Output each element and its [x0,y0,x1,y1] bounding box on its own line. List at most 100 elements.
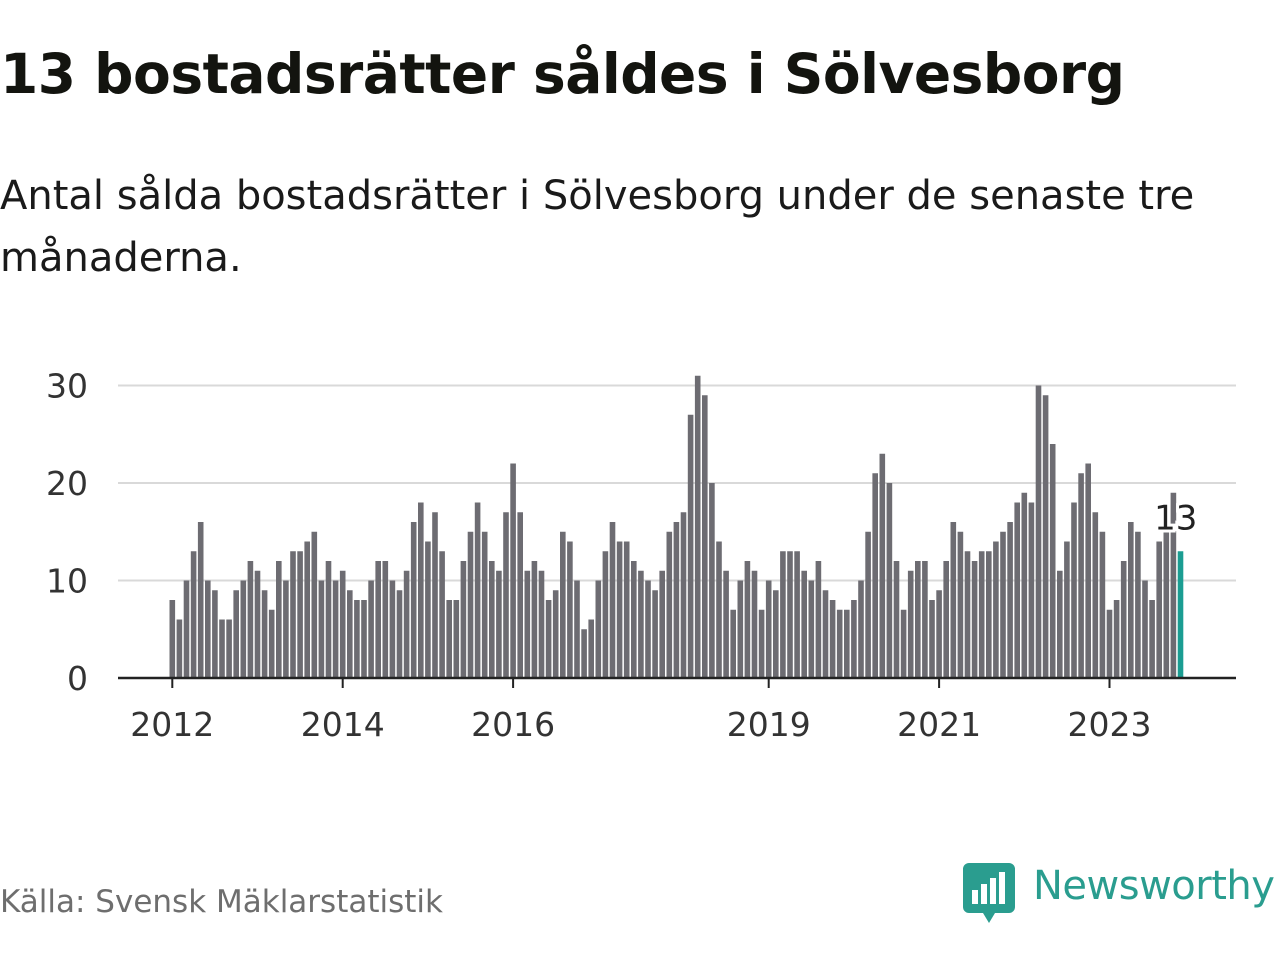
bar [765,580,772,678]
bar [588,619,594,678]
x-tick-label: 2016 [471,705,555,744]
bar [957,531,964,678]
bar [524,570,531,678]
bar [503,512,509,678]
bar [659,570,665,678]
bar [190,551,197,678]
bar [1071,502,1077,678]
bar [560,531,566,678]
y-tick-label: 30 [46,367,88,406]
bar [446,600,452,678]
bar [1120,561,1127,678]
bar [1021,492,1028,678]
bar [929,600,935,678]
bar [815,561,822,678]
bar [893,561,900,678]
bar [339,570,346,678]
bar [489,561,495,678]
x-tick-label: 2014 [301,705,385,744]
highlight-value-label: 13 [1154,498,1197,538]
bar [240,580,247,678]
newsworthy-logo-icon [963,863,1015,923]
bar [865,531,871,678]
bar [517,512,523,678]
bar [1149,600,1155,678]
bar [936,590,942,678]
bar [261,590,268,678]
y-tick-label: 0 [67,659,88,698]
x-tick-label: 2012 [130,705,214,744]
bar [730,609,736,678]
bar [787,551,793,678]
bar [886,483,893,678]
bar [907,570,914,678]
bar [176,619,183,678]
bar [652,590,658,678]
bar [872,473,878,678]
bar [993,541,999,678]
bar [574,580,580,678]
source-note: Källa: Svensk Mäklarstatistik [0,884,443,920]
bar [702,395,708,678]
bar [858,580,864,678]
bar [276,561,282,678]
bar [297,551,303,678]
bar [233,590,239,678]
highlight-bar [1177,551,1184,678]
bar [453,600,460,678]
bar [197,522,204,678]
bar [1035,385,1042,678]
bar [311,531,318,678]
bar [1092,512,1099,678]
bar [794,551,800,678]
bar [368,580,374,678]
bar [943,561,949,678]
bar [1163,531,1170,678]
bar [645,580,651,678]
bar [737,580,744,678]
bar [183,580,190,678]
bar [425,541,431,678]
bar [410,522,417,678]
bar [510,463,516,678]
bar [318,580,325,678]
bar [389,580,396,678]
bar [226,619,232,678]
chart-subtitle: Antal sålda bostadsrätter i Sölvesborg u… [0,173,1195,281]
bar [1064,541,1070,678]
bar [751,570,758,678]
bar [347,590,353,678]
bar [219,619,225,678]
bar [375,561,381,678]
bar [950,522,957,678]
bar [1170,492,1177,678]
bar [1014,502,1020,678]
bar [623,541,630,678]
bar [602,551,609,678]
bar [283,580,289,678]
bar [1042,395,1049,678]
bar [851,600,857,678]
chart-title: 13 bostadsrätter såldes i Sölvesborg [0,42,1125,106]
bar [467,531,474,678]
bar [439,551,445,678]
bar [1135,531,1141,678]
bar [1057,570,1063,678]
bar [609,522,616,678]
bar [915,561,921,678]
bar [836,609,843,678]
bar [418,502,424,678]
bar [496,570,502,678]
bar [666,531,673,678]
bar [325,561,332,678]
bar [879,453,886,678]
bar [773,590,779,678]
bar [268,609,275,678]
bar [205,580,211,678]
bar [744,561,751,678]
callout: 13 [1151,495,1200,541]
x-tick-label: 2023 [1068,705,1152,744]
x-tick-label: 2019 [727,705,811,744]
bar [1113,600,1120,678]
bar [616,541,623,678]
